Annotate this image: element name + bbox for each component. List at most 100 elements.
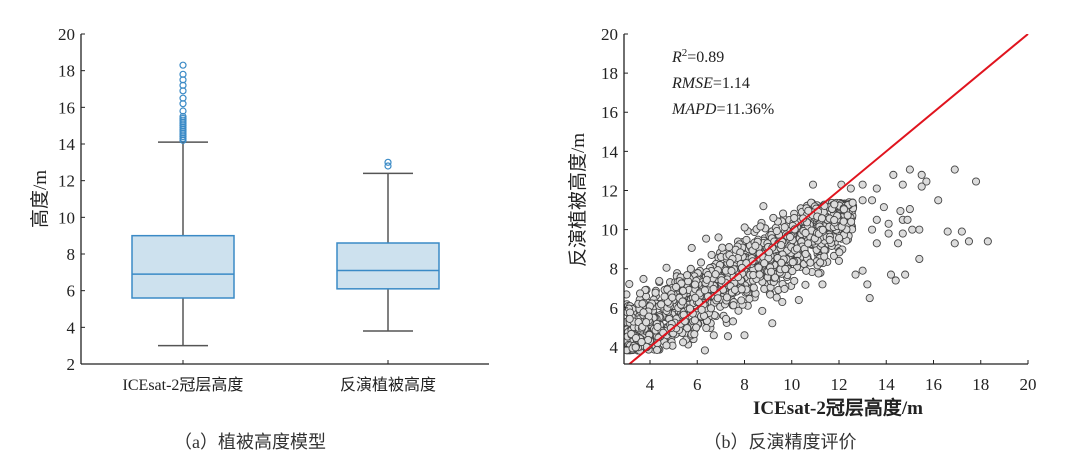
scatter-point xyxy=(922,177,931,186)
x-tick-label: 12 xyxy=(830,375,847,394)
scatter-point xyxy=(727,266,736,276)
scatter-point xyxy=(983,237,992,246)
y-tick-label: 10 xyxy=(58,208,75,227)
scatter-point xyxy=(718,243,727,252)
scatter-point xyxy=(788,258,797,267)
scatter-point xyxy=(737,296,746,305)
scatter-point xyxy=(678,297,687,306)
scatter-point xyxy=(740,223,749,232)
y-tick-label: 2 xyxy=(67,355,76,374)
scatter-point xyxy=(790,213,799,223)
scatter-point xyxy=(801,228,810,237)
scatter-point xyxy=(637,337,646,347)
outlier-point xyxy=(179,61,187,69)
scatter-point xyxy=(804,206,813,215)
scatter-point xyxy=(835,234,844,243)
scatter-point xyxy=(766,290,775,299)
scatter-point xyxy=(759,202,768,211)
scatter-point xyxy=(702,234,711,243)
scatter-point xyxy=(638,299,647,308)
scatter-point xyxy=(726,259,735,268)
scatter-point xyxy=(903,215,912,224)
outlier-point xyxy=(384,162,392,170)
scatter-point xyxy=(721,314,731,323)
scatter-point xyxy=(709,331,718,340)
scatter-point xyxy=(722,293,731,302)
y-tick-label: 12 xyxy=(58,172,75,191)
scatter-point xyxy=(692,323,701,332)
scatter-point xyxy=(740,331,749,340)
y-tick-label: 14 xyxy=(58,135,76,154)
scatter-point xyxy=(872,215,881,224)
scatter-point xyxy=(767,267,776,276)
scatter-point xyxy=(685,304,694,313)
scatter-point xyxy=(711,270,720,279)
scatter-point xyxy=(742,235,751,244)
stat-mapd: MAPD=11.36% xyxy=(671,101,774,118)
scatter-point xyxy=(898,180,907,189)
scatter-point xyxy=(820,252,829,261)
scatter-point xyxy=(957,227,966,236)
stat-rmse: RMSE=1.14 xyxy=(671,75,750,92)
y-tick-label: 16 xyxy=(58,98,75,117)
scatter-point xyxy=(690,330,699,339)
scatter-point xyxy=(639,308,648,317)
x-tick-label: 10 xyxy=(783,375,800,394)
scatter-point xyxy=(631,333,641,343)
scatter-point xyxy=(683,324,692,333)
scatter-point xyxy=(886,270,896,279)
scatter-point xyxy=(818,225,827,234)
scatter-point xyxy=(691,293,700,302)
scatter-point xyxy=(801,249,810,259)
outlier-point xyxy=(384,158,392,166)
scatter-point xyxy=(700,286,709,295)
scatter-point xyxy=(686,264,695,273)
category-label-icesat: ICEsat-2冠层高度 xyxy=(123,376,244,394)
scatter-point xyxy=(846,184,855,193)
scatter-point xyxy=(756,222,765,231)
scatter-point xyxy=(700,346,709,355)
reference-line-1to1 xyxy=(628,34,1029,364)
x-tick-label: 4 xyxy=(646,375,655,394)
scatter-point xyxy=(729,301,738,310)
scatter-point xyxy=(777,240,786,250)
y-tick-label: 16 xyxy=(601,103,618,122)
box xyxy=(131,234,235,299)
scatter-point xyxy=(653,322,662,331)
stat-r2: R2=0.89 xyxy=(671,47,724,66)
scatter-point xyxy=(730,285,740,294)
scatter-point xyxy=(702,275,711,284)
caption-a: （a）植被高度模型 xyxy=(174,432,326,452)
x-tick-label: 6 xyxy=(693,375,702,394)
scatter-point xyxy=(655,276,664,285)
scatter-point xyxy=(755,270,764,279)
caption-b: （b）反演精度评价 xyxy=(704,432,857,452)
scatter-point xyxy=(814,269,823,278)
scatter-point xyxy=(858,180,867,189)
scatter-point xyxy=(642,318,651,327)
scatter-point xyxy=(790,276,799,285)
scatter-point xyxy=(691,280,700,289)
scatter-point xyxy=(858,266,867,275)
scatter-point xyxy=(772,227,781,236)
scatter-point xyxy=(737,285,746,294)
scatter-point xyxy=(690,316,699,325)
scatter-point xyxy=(660,292,669,301)
scatter-point xyxy=(778,297,787,307)
scatter-point xyxy=(662,263,671,272)
scatter-point xyxy=(964,237,973,246)
scatter-point xyxy=(889,170,898,179)
outlier-point xyxy=(179,70,187,78)
scatter-point xyxy=(751,241,760,250)
x-tick-label: 14 xyxy=(878,375,896,394)
scatter-point xyxy=(734,306,743,315)
scatter-point xyxy=(788,267,797,276)
y-tick-label: 6 xyxy=(67,282,76,301)
scatter-point xyxy=(818,280,827,289)
y-axis-label: 高度/m xyxy=(29,170,51,228)
scatter-point xyxy=(891,276,900,285)
scatter-point xyxy=(687,243,696,252)
scatter-point xyxy=(707,250,716,259)
